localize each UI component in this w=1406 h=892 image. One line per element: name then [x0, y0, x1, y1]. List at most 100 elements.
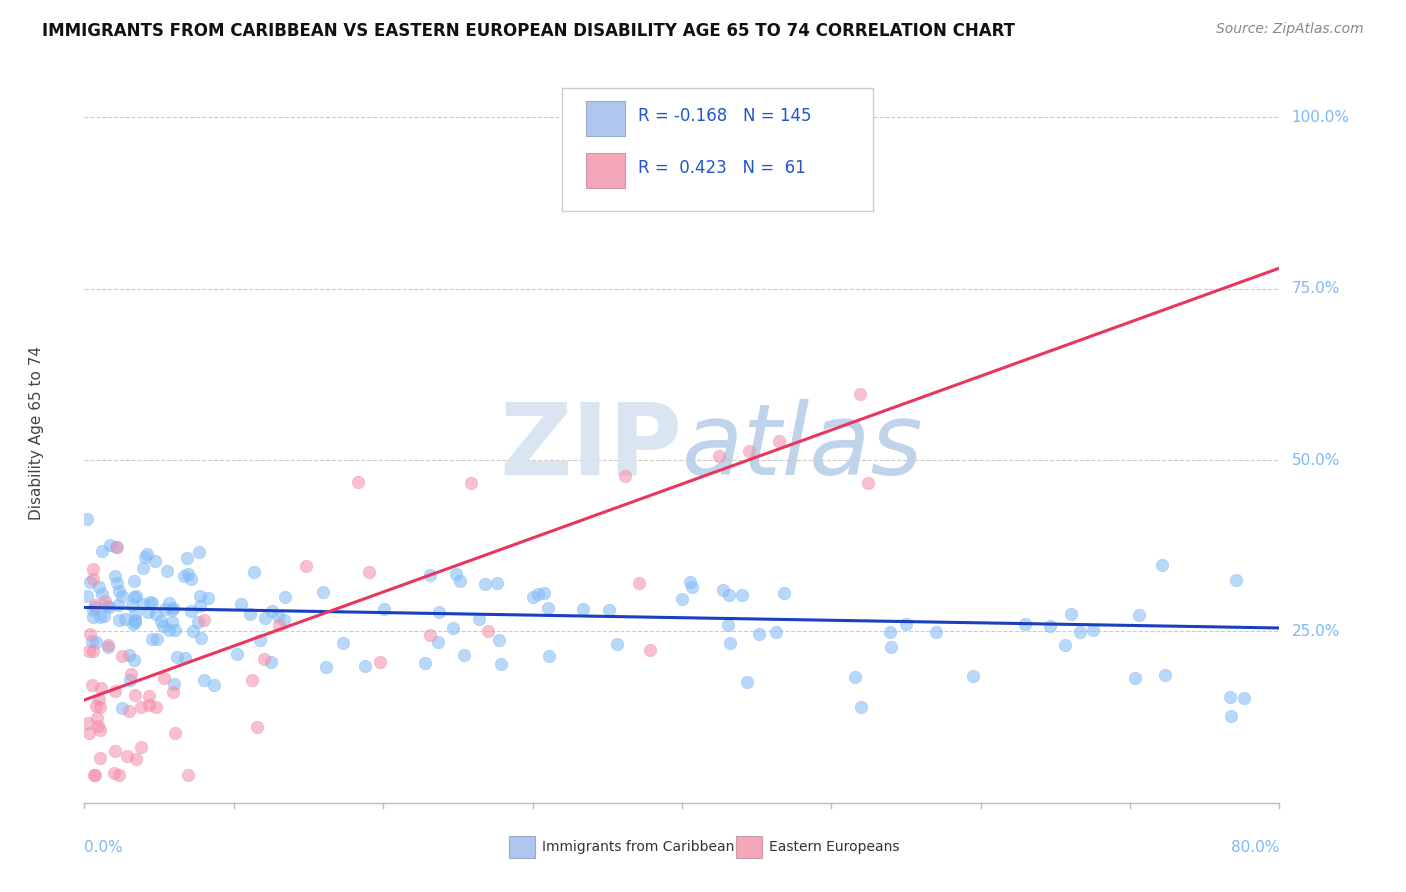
Point — [97, 640, 120, 654]
Point — [1233, 690, 1256, 705]
Point — [155, 602, 177, 616]
Point — [76, 589, 98, 603]
Point — [124, 752, 146, 766]
Point — [1123, 672, 1146, 686]
Point — [747, 627, 769, 641]
Point — [925, 624, 948, 639]
Text: Source: ZipAtlas.com: Source: ZipAtlas.com — [1216, 22, 1364, 37]
Point — [413, 656, 436, 670]
Point — [849, 699, 872, 714]
Point — [152, 619, 174, 633]
Text: R = -0.168   N = 145: R = -0.168 N = 145 — [638, 108, 811, 126]
Point — [104, 743, 127, 757]
Point — [429, 605, 451, 619]
Point — [773, 585, 796, 599]
FancyBboxPatch shape — [735, 836, 762, 858]
Point — [98, 538, 121, 552]
Point — [86, 711, 108, 725]
Point — [134, 550, 156, 565]
Point — [246, 720, 269, 734]
Point — [717, 618, 740, 632]
Point — [104, 540, 127, 554]
Point — [243, 565, 266, 579]
Point — [103, 766, 125, 780]
Point — [82, 678, 104, 692]
Point — [156, 564, 179, 578]
Point — [312, 584, 335, 599]
Point — [162, 615, 184, 629]
Point — [295, 558, 318, 573]
Point — [856, 476, 879, 491]
Text: Eastern Europeans: Eastern Europeans — [769, 840, 900, 855]
Point — [1083, 623, 1105, 637]
Point — [572, 602, 595, 616]
Point — [419, 568, 441, 582]
Point — [181, 624, 204, 638]
Point — [118, 673, 141, 688]
Point — [533, 586, 555, 600]
FancyBboxPatch shape — [509, 836, 534, 858]
Point — [444, 566, 467, 581]
Point — [176, 551, 198, 566]
Point — [82, 609, 104, 624]
Point — [231, 598, 253, 612]
Point — [718, 636, 741, 650]
Point — [160, 603, 183, 617]
Point — [103, 568, 125, 582]
Point — [107, 598, 129, 612]
Point — [138, 689, 160, 703]
Point — [1128, 608, 1150, 623]
Point — [117, 704, 139, 718]
Point — [240, 673, 263, 687]
Point — [537, 600, 560, 615]
Point — [162, 601, 184, 615]
Point — [768, 434, 790, 449]
Point — [87, 719, 110, 733]
Point — [96, 599, 118, 613]
Point — [180, 572, 202, 586]
Point — [962, 669, 984, 683]
Point — [138, 698, 160, 713]
Point — [197, 591, 219, 605]
Text: IMMIGRANTS FROM CARIBBEAN VS EASTERN EUROPEAN DISABILITY AGE 65 TO 74 CORRELATIO: IMMIGRANTS FROM CARIBBEAN VS EASTERN EUR… — [42, 22, 1015, 40]
Point — [765, 624, 787, 639]
Point — [180, 604, 202, 618]
Point — [89, 700, 111, 714]
Point — [82, 572, 104, 586]
Point — [77, 726, 100, 740]
Point — [138, 605, 160, 619]
Point — [165, 726, 187, 740]
Point — [1219, 690, 1241, 705]
Text: atlas: atlas — [682, 399, 924, 496]
Point — [82, 644, 104, 658]
Point — [460, 475, 482, 490]
Point — [187, 615, 209, 629]
Point — [267, 609, 290, 624]
Point — [269, 618, 291, 632]
Point — [129, 700, 152, 714]
Point — [83, 598, 105, 612]
Point — [190, 632, 212, 646]
Text: 50.0%: 50.0% — [1292, 452, 1340, 467]
Point — [1069, 624, 1091, 639]
Point — [163, 676, 186, 690]
Point — [135, 547, 157, 561]
Point — [613, 469, 636, 483]
Point — [489, 657, 512, 672]
Point — [97, 638, 120, 652]
Point — [173, 569, 195, 583]
Point — [315, 660, 337, 674]
Point — [111, 648, 134, 663]
Point — [373, 601, 395, 615]
Point — [1039, 619, 1062, 633]
Point — [1219, 709, 1241, 723]
Point — [125, 589, 148, 603]
Point — [122, 652, 145, 666]
Point — [141, 632, 163, 646]
Point — [1225, 573, 1247, 587]
Point — [83, 768, 105, 782]
Point — [121, 617, 143, 632]
Point — [153, 671, 176, 685]
Point — [111, 589, 134, 603]
Point — [122, 590, 145, 604]
